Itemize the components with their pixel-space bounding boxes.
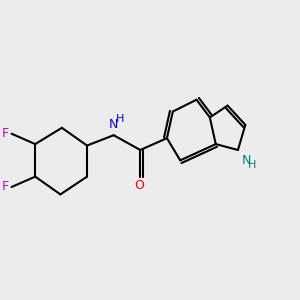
Text: N: N: [109, 118, 118, 131]
Text: F: F: [2, 127, 9, 140]
Text: F: F: [2, 181, 9, 194]
Text: H: H: [116, 114, 124, 124]
Text: N: N: [242, 154, 251, 166]
Text: H: H: [248, 160, 257, 170]
Text: O: O: [134, 179, 144, 192]
